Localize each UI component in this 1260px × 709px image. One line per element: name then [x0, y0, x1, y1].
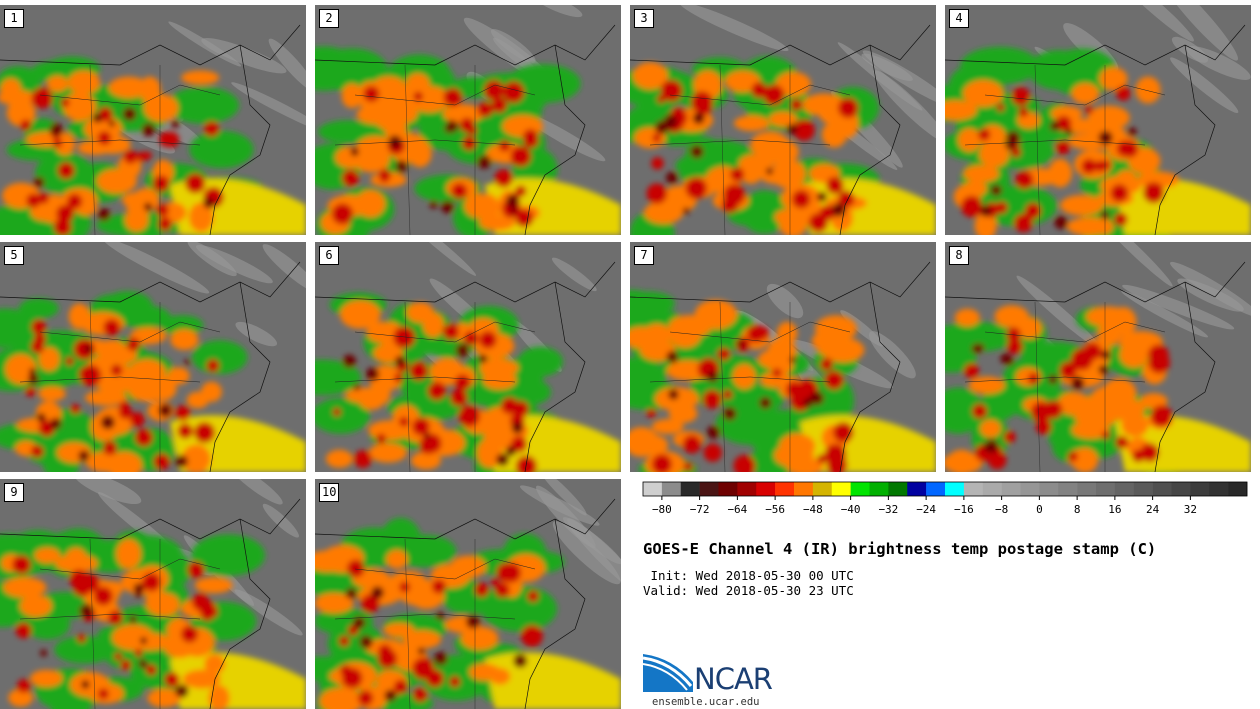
member-number-label: 2	[319, 9, 339, 28]
colorbar-swatch	[869, 482, 889, 496]
colorbar-tick-label: 24	[1146, 503, 1160, 516]
colorbar-swatch	[718, 482, 738, 496]
ensemble-member-panel: 3	[630, 5, 936, 235]
member-number-label: 8	[949, 246, 969, 265]
ensemble-member-panel: 1	[0, 5, 306, 235]
colorbar-swatch	[888, 482, 908, 496]
colorbar-tick-label: −24	[916, 503, 936, 516]
member-number-label: 6	[319, 246, 339, 265]
colorbar-swatch	[1039, 482, 1059, 496]
colorbar-tick-label: −40	[841, 503, 861, 516]
ensemble-member-panel: 9	[0, 479, 306, 709]
colorbar-border	[642, 481, 1248, 497]
colorbar-tick-label: 0	[1036, 503, 1043, 516]
colorbar-swatch	[699, 482, 719, 496]
member-number-label: 5	[4, 246, 24, 265]
member-number-label: 10	[319, 483, 340, 502]
colorbar-swatch	[661, 482, 682, 496]
colorbar-swatch	[1077, 482, 1097, 496]
ensemble-member-panel: 5	[0, 242, 306, 472]
colorbar-swatch	[1152, 482, 1172, 496]
colorbar-swatch	[1133, 482, 1153, 496]
ir-satellite-map	[630, 5, 936, 235]
member-number-label: 3	[634, 9, 654, 28]
colorbar-tick-label: −16	[954, 503, 974, 516]
valid-time: Valid: Wed 2018-05-30 23 UTC	[643, 583, 854, 598]
ensemble-member-panel: 2	[315, 5, 621, 235]
colorbar-swatch	[756, 482, 776, 496]
colorbar-swatch	[982, 482, 1002, 496]
colorbar-tick-label: −80	[652, 503, 672, 516]
ncar-logo	[643, 654, 693, 692]
website-url: ensemble.ucar.edu	[652, 696, 760, 708]
colorbar-swatch	[794, 482, 814, 496]
ir-satellite-map	[315, 242, 621, 472]
ensemble-member-panel: 10	[315, 479, 621, 709]
colorbar-tick-label: −72	[690, 503, 710, 516]
colorbar-tick-label: 32	[1184, 503, 1197, 516]
colorbar-tick-label: 16	[1108, 503, 1121, 516]
colorbar-swatch	[680, 482, 700, 496]
ir-satellite-map	[0, 479, 306, 709]
colorbar-swatch	[831, 482, 851, 496]
colorbar-tick-label: 8	[1074, 503, 1081, 516]
colorbar-swatch	[1001, 482, 1021, 496]
colorbar-swatch	[775, 482, 795, 496]
ir-satellite-map	[630, 261, 936, 472]
colorbar-tick-label: −48	[803, 503, 823, 516]
member-number-label: 7	[634, 246, 654, 265]
ensemble-member-panel: 6	[315, 242, 621, 472]
ensemble-member-panel: 8	[945, 242, 1251, 472]
colorbar-swatch	[812, 482, 833, 496]
colorbar-swatch	[1190, 482, 1210, 496]
ir-satellite-map	[0, 21, 306, 235]
temperature-colorbar: −80 −72 −64 −56 −48 −40 −32 −24 −16 −8 0 8 16 24 32	[642, 481, 1248, 516]
member-number-label: 4	[949, 9, 969, 28]
colorbar-swatch	[926, 482, 946, 496]
ir-satellite-map	[315, 5, 621, 235]
colorbar-tick-label: −8	[995, 503, 1008, 516]
colorbar-swatch	[1020, 482, 1040, 496]
member-number-label: 9	[4, 483, 24, 502]
ncar-logo-text: NCAR	[694, 662, 773, 696]
colorbar-swatch	[737, 482, 757, 496]
colorbar-swatch	[1171, 482, 1191, 496]
ir-satellite-map	[945, 5, 1251, 235]
colorbar-swatch	[1228, 482, 1248, 496]
colorbar-tick-label: −64	[727, 503, 747, 516]
colorbar-swatch	[945, 482, 965, 496]
colorbar-tick-label: −56	[765, 503, 785, 516]
colorbar-swatch	[963, 482, 984, 496]
init-time: Init: Wed 2018-05-30 00 UTC	[643, 568, 854, 583]
colorbar-tick-label: −32	[878, 503, 898, 516]
ir-satellite-map	[0, 242, 306, 472]
colorbar-swatch	[850, 482, 870, 496]
member-number-label: 1	[4, 9, 24, 28]
ir-satellite-map	[945, 242, 1251, 472]
colorbar-swatch	[1058, 482, 1078, 496]
ir-satellite-map	[315, 479, 621, 709]
colorbar-swatch	[1114, 482, 1135, 496]
ensemble-member-panel: 4	[945, 5, 1251, 235]
ensemble-member-panel: 7	[630, 242, 936, 472]
colorbar-swatch	[907, 482, 927, 496]
colorbar-swatch	[1096, 482, 1116, 496]
figure-title: GOES-E Channel 4 (IR) brightness temp po…	[643, 540, 1157, 558]
colorbar-swatch	[643, 482, 663, 496]
colorbar-swatch	[1209, 482, 1229, 496]
